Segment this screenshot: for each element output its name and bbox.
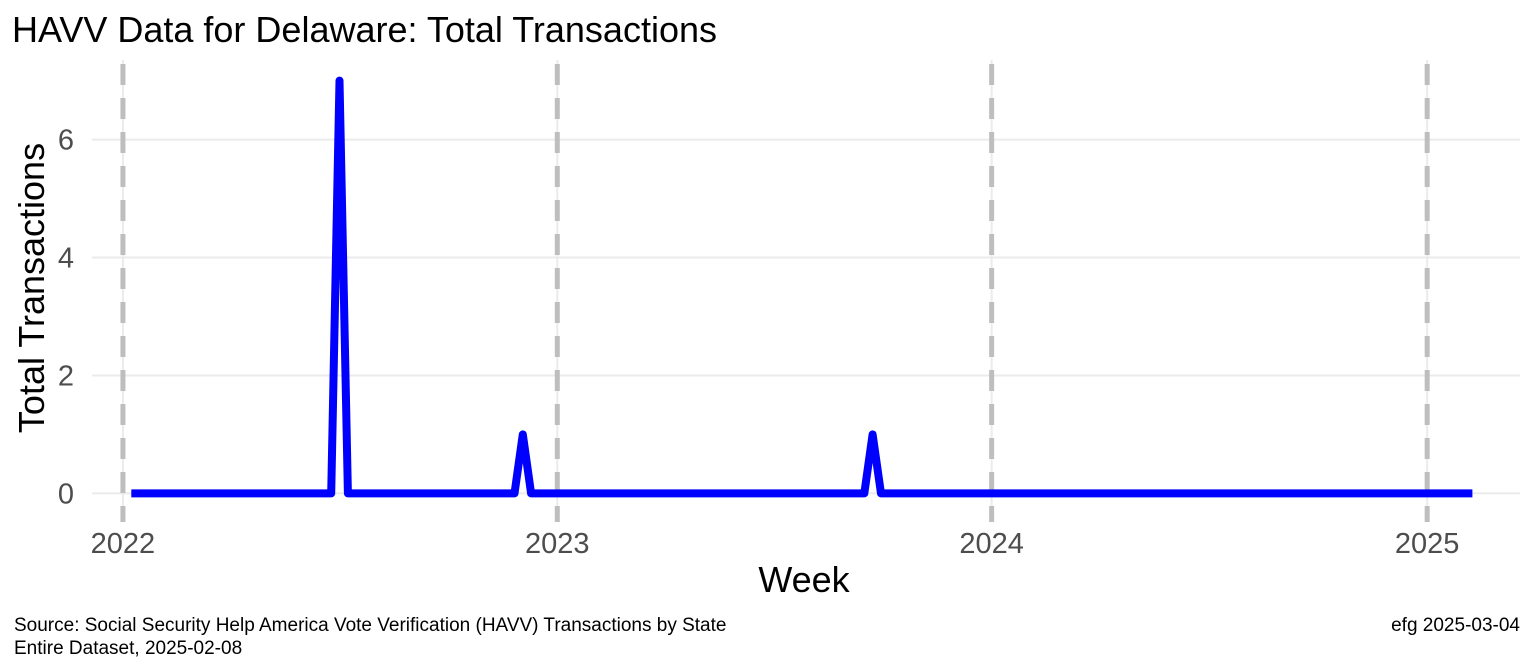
source-caption: Source: Social Security Help America Vot… bbox=[14, 615, 726, 636]
series-layer bbox=[131, 76, 1473, 498]
x-tick-label: 2025 bbox=[1395, 528, 1460, 560]
y-axis-title: Total Transactions bbox=[11, 143, 52, 433]
y-tick-label: 0 bbox=[58, 478, 74, 510]
y-axis-ticks: 0 2 4 6 bbox=[58, 125, 74, 511]
x-tick-label: 2022 bbox=[91, 528, 156, 560]
x-tick-label: 2023 bbox=[525, 528, 590, 560]
y-tick-label: 2 bbox=[58, 360, 74, 392]
chart-title: HAVV Data for Delaware: Total Transactio… bbox=[12, 9, 717, 50]
x-tick-label: 2024 bbox=[959, 528, 1024, 560]
gridlines bbox=[92, 60, 1520, 514]
y-tick-label: 4 bbox=[58, 243, 74, 275]
x-axis-ticks: 2022 2023 2024 2025 bbox=[91, 528, 1460, 560]
year-reference-lines bbox=[120, 64, 1430, 522]
dataset-caption: Entire Dataset, 2025-02-08 bbox=[14, 638, 242, 659]
signature-caption: efg 2025-03-04 bbox=[1391, 615, 1520, 636]
x-axis-title: Week bbox=[758, 559, 850, 600]
series-line bbox=[131, 76, 1473, 498]
y-tick-label: 6 bbox=[58, 125, 74, 157]
